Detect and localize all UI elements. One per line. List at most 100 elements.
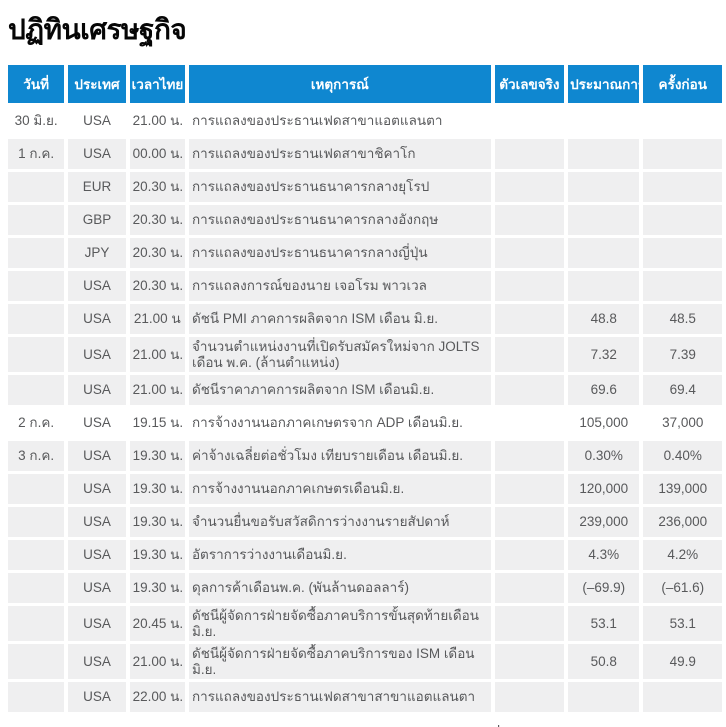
cell-country: USA — [68, 408, 126, 439]
table-row: EUR 20.30 น. การแถลงของประธานธนาคารกลางย… — [8, 172, 722, 202]
cell-event: การแถลงของประธานธนาคารกลางยุโรป — [188, 172, 491, 202]
cell-country: USA — [68, 644, 126, 680]
cell-date — [8, 271, 65, 301]
cell-forecast: 239,000 — [568, 507, 640, 538]
cell-date: 3 ก.ค. — [8, 441, 65, 472]
cell-event: ดุลการค้าเดือนพ.ค. (พันล้านดอลลาร์) — [188, 573, 491, 604]
cell-event: ดัชนีราคาภาคการผลิตจาก ISM เดือนมิ.ย. — [188, 375, 491, 406]
cell-event: ดัชนี PMI ภาคการผลิตจาก ISM เดือน มิ.ย. — [188, 304, 491, 334]
table-row: USA 22.00 น. การแถลงของประธานเฟดสาขาสาขา… — [8, 682, 722, 713]
cell-forecast: 69.6 — [568, 375, 640, 406]
cell-time: 19.30 น. — [129, 573, 185, 604]
column-header-forecast: ประมาณการ — [568, 65, 640, 103]
cell-forecast: 120,000 — [568, 474, 640, 505]
cell-time: 19.30 น. — [129, 474, 185, 505]
cell-previous: 139,000 — [643, 474, 722, 505]
cell-country: USA — [68, 337, 126, 373]
cell-country: JPY — [68, 238, 126, 268]
table-row: USA 21.00 น. จำนวนตำแหน่งงานที่เปิดรับสม… — [8, 337, 722, 373]
cell-previous: 7.39 — [643, 337, 722, 373]
cell-actual — [494, 606, 565, 642]
table-row: 3 ก.ค. USA 19.30 น. ค่าจ้างเฉลี่ยต่อชั่ว… — [8, 441, 722, 472]
cell-country: USA — [68, 441, 126, 472]
cell-time: 19.15 น. — [129, 408, 185, 439]
cell-time: 19.30 น. — [129, 441, 185, 472]
column-header-date: วันที่ — [8, 65, 65, 103]
cell-event: การจ้างงานนอกภาคเกษตรจาก ADP เดือนมิ.ย. — [188, 408, 491, 439]
cell-time: 20.30 น. — [129, 271, 185, 301]
cell-forecast: 0.30% — [568, 441, 640, 472]
table-header-row: วันที่ ประเทศ เวลาไทย เหตุการณ์ ตัวเลขจร… — [8, 65, 722, 103]
cell-time: 00.00 น. — [129, 139, 185, 169]
cell-date — [8, 606, 65, 642]
column-header-country: ประเทศ — [68, 65, 126, 103]
cell-actual — [494, 375, 565, 406]
cell-previous — [643, 139, 722, 169]
column-header-event: เหตุการณ์ — [188, 65, 491, 103]
cell-previous — [643, 271, 722, 301]
table-row: USA 19.30 น. ดุลการค้าเดือนพ.ค. (พันล้าน… — [8, 573, 722, 604]
cell-forecast: 50.8 — [568, 644, 640, 680]
cell-previous — [643, 238, 722, 268]
table-row: USA 21.00 น ดัชนี PMI ภาคการผลิตจาก ISM … — [8, 304, 722, 334]
cell-actual — [494, 682, 565, 713]
cell-event: การแถลงการณ์ของนาย เจอโรม พาวเวล — [188, 271, 491, 301]
cell-country: USA — [68, 573, 126, 604]
cell-forecast: 105,000 — [568, 408, 640, 439]
cell-time: 21.00 น. — [129, 106, 185, 136]
cell-actual — [494, 238, 565, 268]
cell-time: 21.00 น. — [129, 337, 185, 373]
cell-country: USA — [68, 375, 126, 406]
cell-date — [8, 644, 65, 680]
cell-time: 20.30 น. — [129, 205, 185, 235]
cell-actual — [494, 172, 565, 202]
cell-date: 2 ก.ค. — [8, 408, 65, 439]
cell-previous: 0.40% — [643, 441, 722, 472]
table-row: USA 20.30 น. การแถลงการณ์ของนาย เจอโรม พ… — [8, 271, 722, 301]
cell-actual — [494, 573, 565, 604]
cell-country: USA — [68, 540, 126, 571]
cell-event: การแถลงของประธานเฟดสาขาสาขาแอตแลนตา — [188, 682, 491, 713]
cell-date: 30 มิ.ย. — [8, 106, 65, 136]
cell-forecast — [568, 106, 640, 136]
cell-actual — [494, 507, 565, 538]
table-row: USA 21.00 น. ดัชนีผู้จัดการฝ่ายจัดซื้อภา… — [8, 644, 722, 680]
cell-previous: 37,000 — [643, 408, 722, 439]
cell-previous: 48.5 — [643, 304, 722, 334]
table-body: 30 มิ.ย. USA 21.00 น. การแถลงของประธานเฟ… — [8, 106, 722, 713]
cell-actual — [494, 139, 565, 169]
cell-actual — [494, 205, 565, 235]
cell-date — [8, 474, 65, 505]
cell-previous: (–61.6) — [643, 573, 722, 604]
cell-actual — [494, 441, 565, 472]
economic-calendar-table: วันที่ ประเทศ เวลาไทย เหตุการณ์ ตัวเลขจร… — [4, 62, 726, 715]
cell-previous: 4.2% — [643, 540, 722, 571]
cell-date — [8, 682, 65, 713]
cell-event: การแถลงของประธานเฟดสาขาชิคาโก — [188, 139, 491, 169]
cell-country: EUR — [68, 172, 126, 202]
cell-event: จำนวนยื่นขอรับสวัสดิการว่างงานรายสัปดาห์ — [188, 507, 491, 538]
cell-country: USA — [68, 106, 126, 136]
cell-country: USA — [68, 474, 126, 505]
cell-time: 21.00 น — [129, 304, 185, 334]
cell-country: USA — [68, 507, 126, 538]
cell-previous — [643, 682, 722, 713]
cell-country: GBP — [68, 205, 126, 235]
cell-time: 20.30 น. — [129, 238, 185, 268]
cell-event: การแถลงของประธานธนาคารกลางอังกฤษ — [188, 205, 491, 235]
cell-time: 21.00 น. — [129, 644, 185, 680]
cell-time: 20.45 น. — [129, 606, 185, 642]
cell-date — [8, 238, 65, 268]
column-header-thai-time: เวลาไทย — [129, 65, 185, 103]
cell-actual — [494, 337, 565, 373]
cell-date — [8, 172, 65, 202]
cell-actual — [494, 408, 565, 439]
cell-event: การแถลงของประธานธนาคารกลางญี่ปุ่น — [188, 238, 491, 268]
cell-time: 22.00 น. — [129, 682, 185, 713]
column-header-previous: ครั้งก่อน — [643, 65, 722, 103]
cell-previous: 69.4 — [643, 375, 722, 406]
cell-date: 1 ก.ค. — [8, 139, 65, 169]
table-row: USA 19.30 น. อัตราการว่างงานเดือนมิ.ย. 4… — [8, 540, 722, 571]
cell-date — [8, 337, 65, 373]
